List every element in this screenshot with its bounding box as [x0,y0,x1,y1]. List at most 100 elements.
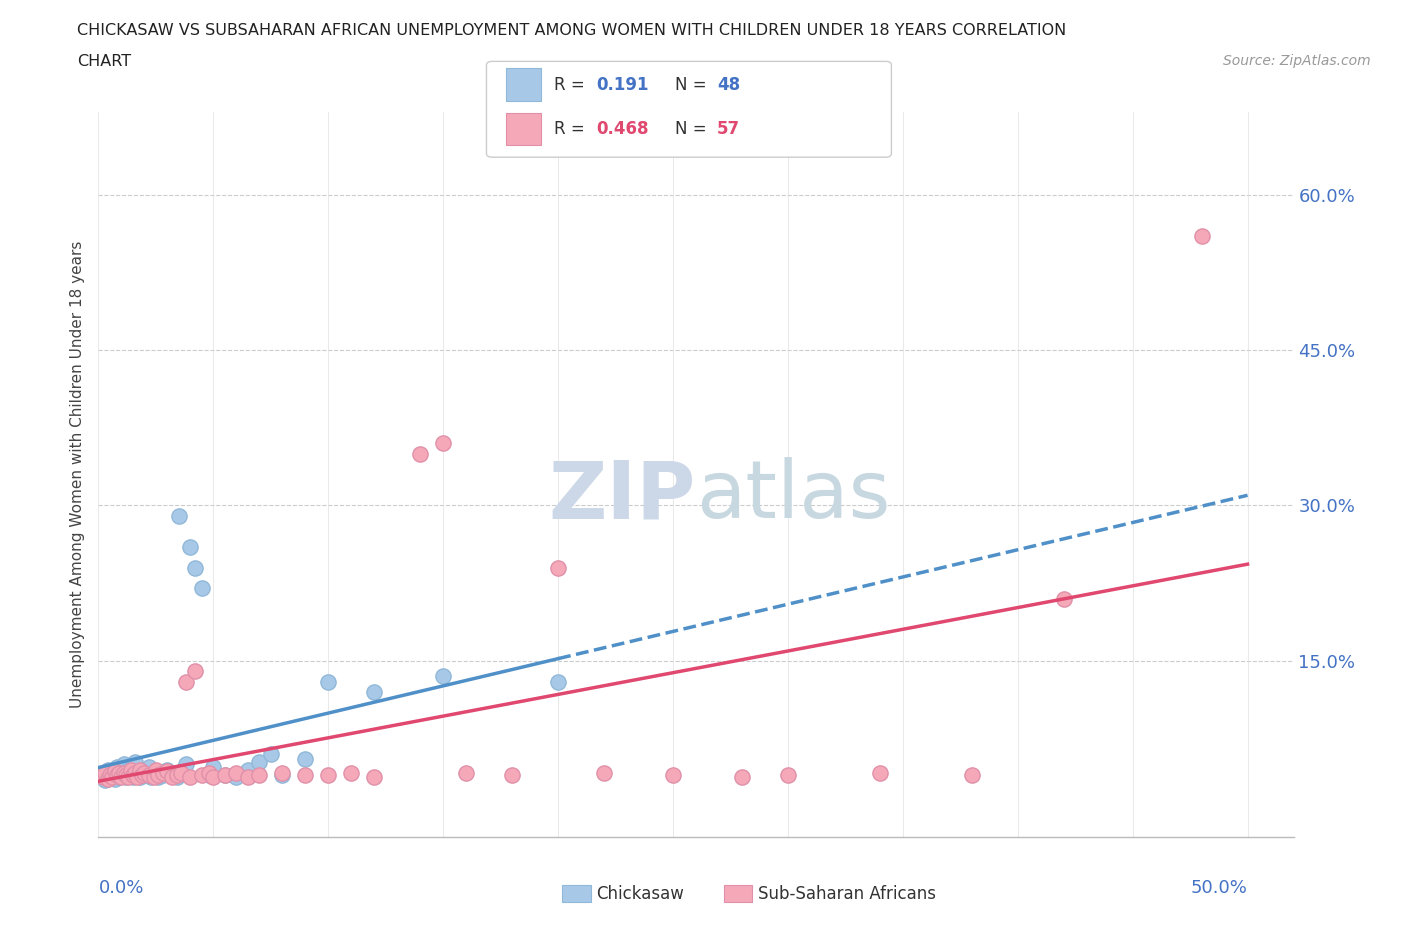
Point [260,747,283,762]
Point [108,765,131,780]
Point [294,751,316,766]
Point [145,765,167,780]
Point [127,769,149,784]
Point [120,763,142,777]
Point [160,767,183,782]
Text: 0.468: 0.468 [596,120,648,139]
Point [160,769,183,784]
Point [501,767,523,782]
Point [271,767,294,782]
Point [110,769,132,784]
Point [662,767,685,782]
Point [124,755,146,770]
Point [101,769,124,784]
Point [547,560,569,575]
Text: R =: R = [554,120,591,139]
Point [152,765,174,780]
Point [122,769,145,784]
Text: N =: N = [675,76,711,94]
Point [316,767,339,782]
Point [960,767,983,782]
Point [156,763,179,777]
Point [456,765,478,780]
Point [225,765,247,780]
Point [191,767,214,782]
Text: 0.191: 0.191 [596,76,648,94]
Point [184,664,207,679]
Point [142,769,165,784]
Text: CHICKASAW VS SUBSAHARAN AFRICAN UNEMPLOYMENT AMONG WOMEN WITH CHILDREN UNDER 18 : CHICKASAW VS SUBSAHARAN AFRICAN UNEMPLOY… [77,23,1067,38]
Point [138,767,160,782]
Text: CHART: CHART [77,54,131,69]
Point [869,765,891,780]
Point [131,767,153,782]
Point [98,769,121,784]
Point [105,767,128,782]
Point [214,767,236,782]
Point [316,674,339,689]
Point [97,763,120,777]
Text: N =: N = [675,120,711,139]
Point [124,765,146,780]
Point [101,765,124,780]
Point [135,763,157,777]
Text: 50.0%: 50.0% [1191,879,1247,897]
Point [363,769,385,784]
Point [247,755,270,770]
Point [110,765,132,780]
Point [141,769,163,784]
Text: R =: R = [554,76,591,94]
Point [409,446,432,461]
Point [179,769,201,784]
Point [432,669,454,684]
Point [91,767,114,782]
Y-axis label: Unemployment Among Women with Children Under 18 years: Unemployment Among Women with Children U… [70,241,86,708]
Text: Source: ZipAtlas.com: Source: ZipAtlas.com [1223,54,1371,68]
Point [120,767,142,782]
Point [271,765,294,780]
Point [134,767,156,782]
Point [432,436,454,451]
Point [108,769,131,784]
Point [214,767,236,782]
Point [179,539,201,554]
Point [115,769,138,784]
Text: Chickasaw: Chickasaw [596,884,685,903]
Point [294,767,316,782]
Text: Sub-Saharan Africans: Sub-Saharan Africans [758,884,936,903]
Text: ZIP: ZIP [548,457,696,535]
Point [152,767,174,782]
Point [166,767,188,782]
Point [340,765,363,780]
Point [94,765,117,780]
Text: 0.0%: 0.0% [98,879,143,897]
Point [138,759,160,774]
Point [197,767,219,782]
Point [127,767,149,782]
Point [148,769,170,784]
Point [117,769,139,784]
Point [156,764,179,778]
Point [1053,591,1076,606]
Point [149,765,172,780]
Point [197,765,219,780]
Point [103,764,125,778]
Text: atlas: atlas [696,457,890,535]
Point [593,765,616,780]
Point [122,767,145,782]
Point [145,763,167,777]
Point [103,772,125,787]
Point [202,759,225,774]
Point [94,773,117,788]
Point [184,560,207,575]
Point [97,772,120,787]
Point [128,763,150,777]
Point [105,759,128,774]
Point [98,767,121,782]
Point [112,757,135,772]
Text: 48: 48 [717,76,740,94]
Point [91,769,114,784]
Point [174,757,197,772]
Point [236,763,259,777]
Point [167,509,190,524]
